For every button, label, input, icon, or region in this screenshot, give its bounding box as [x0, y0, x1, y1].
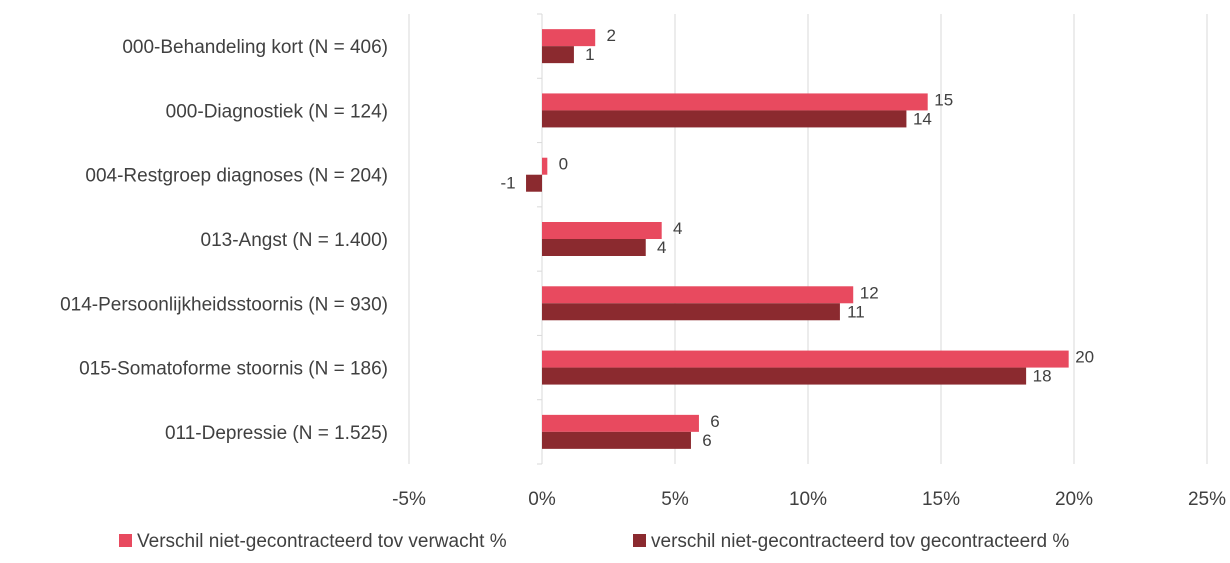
bar-verwacht: [542, 286, 854, 304]
data-label: 15: [934, 90, 953, 109]
bar-gecontracteerd: [542, 303, 840, 321]
bar-gecontracteerd: [542, 110, 907, 128]
x-tick-label: 20%: [1055, 489, 1093, 510]
legend-label: Verschil niet-gecontracteerd tov verwach…: [137, 531, 507, 552]
data-label: 18: [1033, 367, 1052, 386]
data-label: 4: [673, 219, 682, 238]
data-label: 11: [847, 302, 865, 321]
data-label: 20: [1075, 348, 1094, 367]
bar-verwacht: [542, 157, 548, 175]
grid-lines: [408, 14, 1208, 464]
category-label: 000-Behandeling kort (N = 406): [122, 37, 388, 58]
bar-gecontracteerd: [542, 431, 691, 449]
category-labels: 000-Behandeling kort (N = 406) 000-Diagno…: [60, 37, 388, 444]
bar-gecontracteerd: [542, 367, 1027, 385]
x-tick-label: 25%: [1188, 489, 1226, 510]
category-label: 000-Diagnostiek (N = 124): [166, 101, 388, 122]
legend: Verschil niet-gecontracteerd tov verwach…: [119, 531, 1069, 552]
category-label: 015-Somatoforme stoornis (N = 186): [79, 359, 388, 380]
bar-gecontracteerd: [542, 46, 574, 64]
legend-swatch: [633, 534, 646, 547]
data-label: 12: [860, 283, 879, 302]
data-label: 6: [710, 412, 719, 431]
x-tick-label: 0%: [528, 489, 556, 510]
x-tick-label: 5%: [661, 489, 689, 510]
x-tick-label: -5%: [392, 489, 426, 510]
bar-verwacht: [542, 29, 596, 47]
bar-gecontracteerd: [542, 239, 646, 256]
data-label: 4: [657, 238, 666, 257]
x-tick-label: 10%: [789, 489, 827, 510]
category-label: 011-Depressie (N = 1.525): [165, 423, 388, 444]
legend-swatch: [119, 534, 132, 547]
data-label: 1: [585, 45, 594, 64]
bar-verwacht: [542, 222, 662, 239]
bar-gecontracteerd: [526, 174, 542, 192]
data-label: 6: [702, 431, 711, 450]
category-label: 013-Angst (N = 1.400): [201, 230, 388, 251]
category-label: 004-Restgroep diagnoses (N = 204): [85, 166, 388, 187]
bar-verwacht: [542, 350, 1069, 368]
bar-verwacht: [542, 93, 928, 111]
x-tick-labels: -5% 0% 5% 10% 15% 20% 25%: [392, 489, 1226, 510]
bar-verwacht: [542, 414, 699, 432]
data-label: 0: [559, 155, 568, 174]
zero-axis: [537, 13, 543, 465]
data-label: -1: [500, 174, 515, 193]
data-label: 14: [913, 109, 932, 128]
data-label: 2: [606, 26, 615, 45]
bars: [526, 29, 1069, 449]
category-label: 014-Persoonlijkheidsstoornis (N = 930): [60, 294, 388, 315]
legend-label: verschil niet-gecontracteerd tov gecontr…: [651, 531, 1069, 552]
x-tick-label: 15%: [922, 489, 960, 510]
